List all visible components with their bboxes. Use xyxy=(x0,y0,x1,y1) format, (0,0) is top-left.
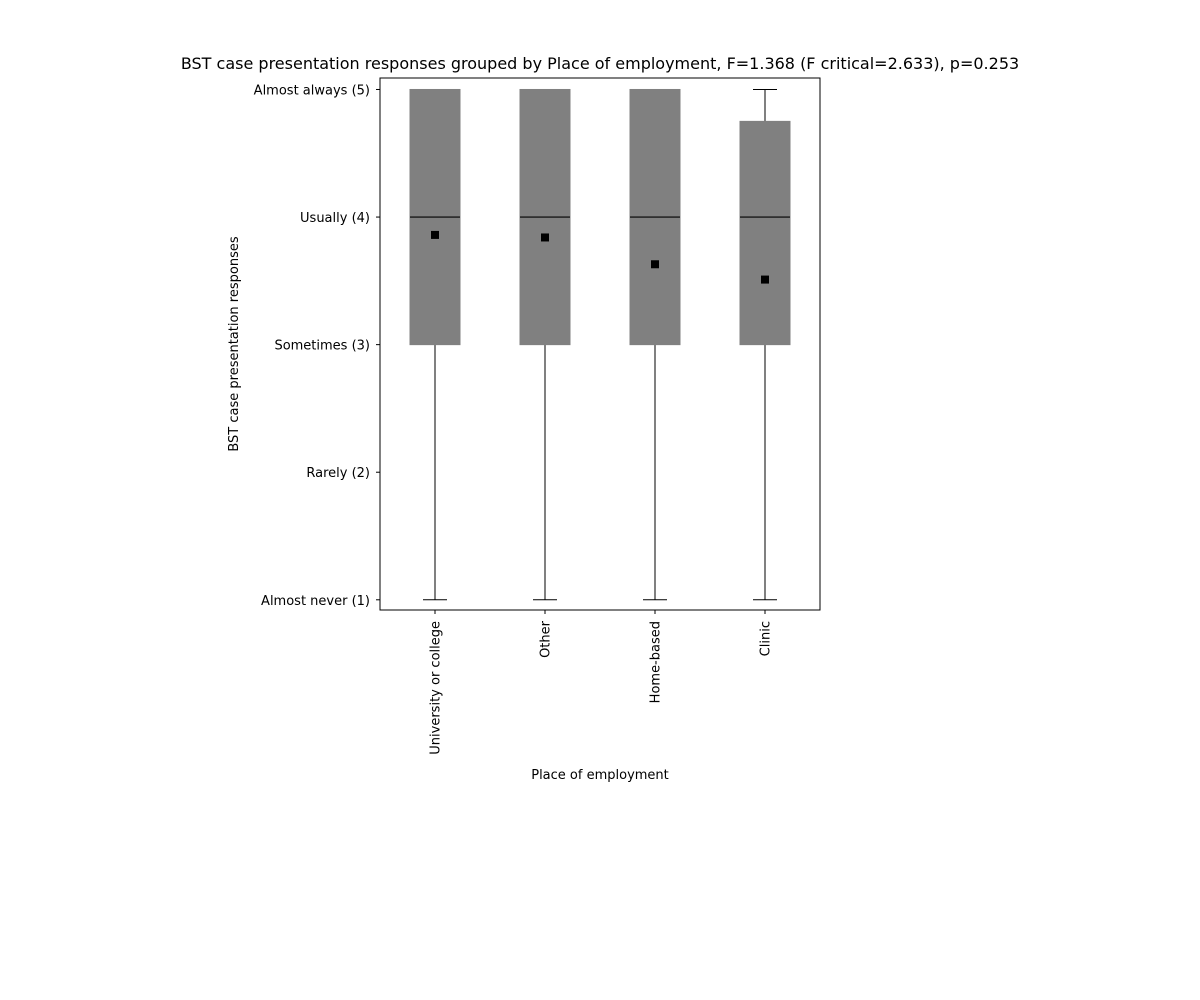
y-tick-label: Usually (4) xyxy=(300,211,370,226)
boxes-layer xyxy=(409,88,791,601)
y-tick-label: Almost always (5) xyxy=(254,83,370,98)
chart-title: BST case presentation responses grouped … xyxy=(181,54,1019,73)
y-axis-label: BST case presentation responses xyxy=(227,236,242,451)
x-tick-label: Home-based xyxy=(649,621,664,703)
plot-frame xyxy=(379,77,821,611)
mean-marker xyxy=(651,260,659,269)
box-group xyxy=(739,88,791,601)
box-group xyxy=(629,88,681,601)
mean-marker xyxy=(431,230,439,239)
iqr-box xyxy=(739,120,791,346)
box-group xyxy=(409,88,461,601)
x-tick-label: Other xyxy=(539,620,554,658)
mean-marker xyxy=(541,233,549,242)
mean-marker xyxy=(761,275,769,284)
x-axis-label: Place of employment xyxy=(531,768,669,783)
ticks-layer: Almost never (1) Rarely (2) Sometimes (3) U… xyxy=(254,83,774,754)
box-group xyxy=(519,88,571,601)
y-tick-label: Rarely (2) xyxy=(306,466,370,481)
x-tick-label: Clinic xyxy=(759,621,774,656)
y-tick-label: Almost never (1) xyxy=(261,594,370,609)
x-tick-label: University or college xyxy=(429,621,444,755)
y-tick-label: Sometimes (3) xyxy=(274,339,370,354)
